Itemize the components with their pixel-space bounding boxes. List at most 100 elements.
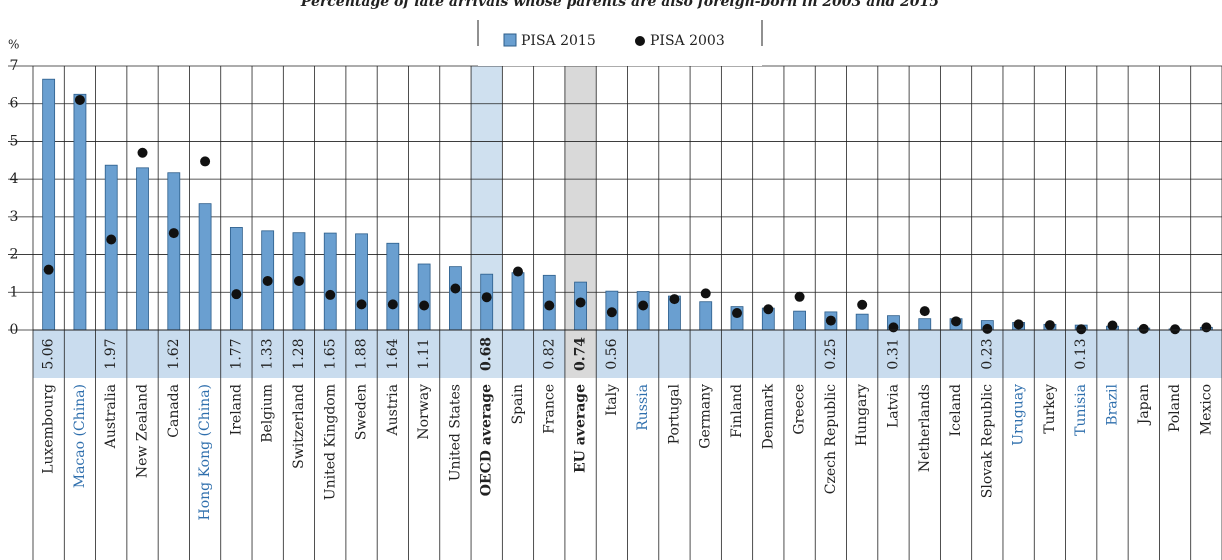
bar	[855, 313, 869, 331]
difference-label: 0.23	[979, 338, 995, 369]
difference-label: 0.74	[573, 337, 589, 371]
bar	[386, 242, 400, 331]
x-tick-label: Germany	[698, 384, 714, 449]
bar	[636, 291, 650, 331]
dot	[450, 283, 461, 294]
bar	[323, 232, 337, 331]
x-tick-label: Spain	[510, 384, 526, 424]
dot	[1138, 323, 1149, 334]
x-tick-label: Portugal	[666, 383, 682, 444]
x-tick-label: United States	[447, 384, 463, 481]
dot	[1170, 324, 1181, 335]
x-tick-label: Netherlands	[917, 384, 933, 472]
bar	[511, 272, 525, 331]
dot	[356, 299, 367, 310]
bar	[104, 164, 118, 331]
dot	[700, 288, 711, 299]
x-tick-label: Greece	[792, 384, 808, 435]
dot	[606, 307, 617, 318]
dot	[982, 323, 993, 334]
dot	[106, 234, 117, 245]
dot	[544, 300, 555, 311]
bar	[417, 263, 431, 331]
bar	[918, 318, 932, 331]
bar	[198, 203, 212, 331]
x-tick-label: Australia	[103, 384, 119, 449]
difference-label: 0.56	[604, 338, 620, 369]
dot	[825, 315, 836, 326]
dot	[387, 299, 398, 310]
dot	[732, 308, 743, 319]
bar	[136, 167, 149, 331]
difference-label: 1.33	[260, 338, 276, 369]
legend-box	[478, 20, 762, 66]
y-unit: %	[8, 38, 19, 52]
difference-label: 1.65	[322, 338, 338, 369]
bar	[42, 78, 56, 331]
difference-label: 1.77	[228, 338, 244, 369]
x-tick-label: OECD average	[479, 384, 495, 496]
x-tick-label: Italy	[604, 384, 620, 416]
dot	[74, 94, 85, 105]
bar	[699, 301, 713, 331]
bar	[449, 266, 462, 331]
x-tick-label: Uruguay	[1011, 384, 1027, 446]
difference-label: 1.11	[416, 338, 432, 369]
dot	[1107, 320, 1118, 331]
x-tick-label: Ireland	[228, 384, 244, 435]
difference-label: 0.82	[541, 338, 557, 369]
dot	[857, 299, 868, 310]
dot	[1044, 320, 1055, 331]
x-tick-label: Hungary	[854, 384, 870, 446]
x-tick-label: Czech Republic	[823, 384, 839, 494]
legend-swatch	[503, 33, 517, 47]
chart-title: Percentage of late arrivals whose parent…	[300, 0, 939, 10]
dot	[1201, 322, 1212, 333]
dot	[168, 228, 179, 239]
dot	[669, 294, 680, 305]
x-tick-label: Slovak Republic	[979, 384, 995, 498]
dot	[794, 291, 805, 302]
dot	[43, 264, 54, 275]
x-tick-label: Russia	[635, 384, 651, 431]
x-tick-label: Austria	[385, 384, 401, 436]
dot	[951, 316, 962, 327]
dot	[1076, 324, 1087, 335]
x-tick-label: Japan	[1136, 384, 1152, 426]
x-tick-label: Tunisia	[1073, 384, 1089, 436]
bar	[793, 310, 806, 331]
difference-label: 5.06	[41, 338, 57, 369]
x-tick-label: Luxembourg	[41, 384, 57, 474]
x-tick-label: Denmark	[760, 383, 776, 449]
x-tick-label: New Zealand	[135, 384, 151, 478]
average-highlight	[471, 66, 503, 378]
dot	[231, 289, 242, 300]
bar	[167, 172, 181, 331]
x-tick-label: United Kingdom	[322, 384, 338, 500]
legend-label: PISA 2015	[521, 33, 596, 49]
x-tick-label: Switzerland	[291, 384, 307, 469]
x-tick-label: Latvia	[885, 384, 901, 428]
dot	[575, 297, 586, 308]
difference-label: 1.62	[166, 338, 182, 369]
x-tick-label: Belgium	[260, 384, 276, 443]
x-tick-label: Sweden	[354, 384, 370, 440]
x-tick-label: Brazil	[1104, 383, 1120, 425]
dot	[638, 300, 649, 311]
difference-label: 1.97	[103, 338, 119, 369]
x-tick-label: Iceland	[948, 384, 964, 436]
dot	[262, 275, 273, 286]
dot	[1013, 319, 1024, 330]
dot	[481, 292, 492, 303]
dot	[293, 275, 304, 286]
x-tick-label: Poland	[1167, 384, 1183, 432]
dot	[763, 304, 774, 315]
x-tick-label: Macao (China)	[72, 384, 88, 488]
x-tick-label: Hong Kong (China)	[197, 384, 213, 521]
x-tick-label: EU average	[573, 384, 589, 473]
x-tick-label: France	[541, 384, 557, 434]
difference-label: 1.88	[354, 338, 370, 369]
bar	[355, 233, 368, 331]
dot	[325, 289, 336, 300]
